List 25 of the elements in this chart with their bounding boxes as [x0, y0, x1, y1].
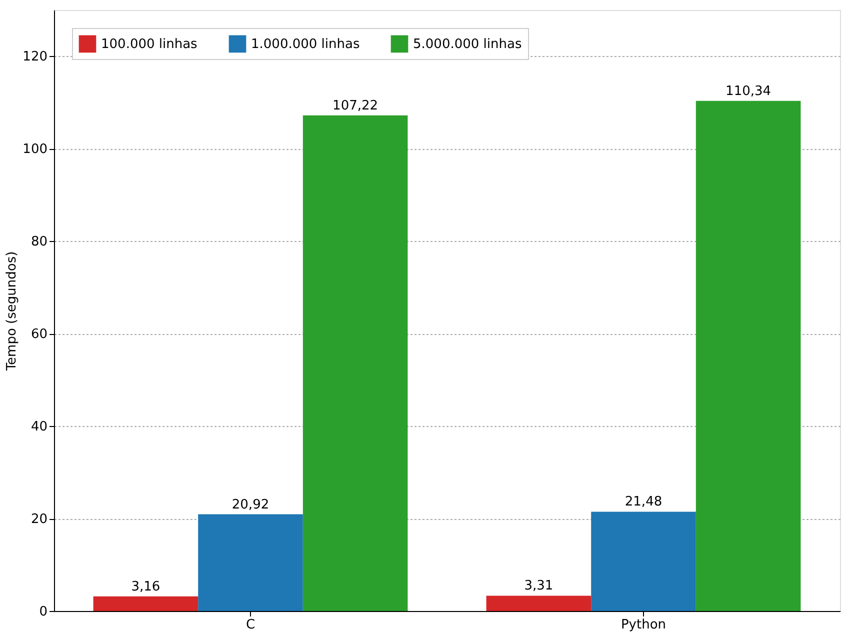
legend-label: 5.000.000 linhas: [413, 36, 522, 52]
legend-label: 1.000.000 linhas: [251, 36, 360, 52]
y-tick-label: 100: [22, 142, 48, 158]
x-tick-label: Python: [620, 618, 666, 632]
bar: [591, 512, 696, 611]
y-tick-label: 40: [30, 420, 48, 435]
bar: [198, 514, 303, 611]
data-label: 21,48: [624, 494, 662, 510]
data-label: 110,34: [726, 84, 772, 99]
y-tick-label: 60: [30, 327, 48, 342]
y-tick-label: 0: [39, 604, 48, 620]
bar: [696, 100, 801, 611]
x-tick-label: C: [246, 618, 256, 632]
y-tick-label: 80: [30, 234, 48, 250]
y-axis-title: Tempo (segundos): [4, 251, 20, 372]
bar: [93, 596, 198, 611]
data-label: 3,31: [524, 578, 554, 594]
data-label: 107,22: [332, 98, 378, 114]
legend-label: 100.000 linhas: [101, 36, 198, 52]
y-tick-label: 120: [22, 50, 48, 65]
bar: [302, 115, 408, 611]
y-tick-label: 20: [30, 512, 48, 528]
bar: [486, 596, 592, 611]
data-label: 20,92: [232, 497, 270, 512]
data-label: 3,16: [131, 579, 160, 594]
